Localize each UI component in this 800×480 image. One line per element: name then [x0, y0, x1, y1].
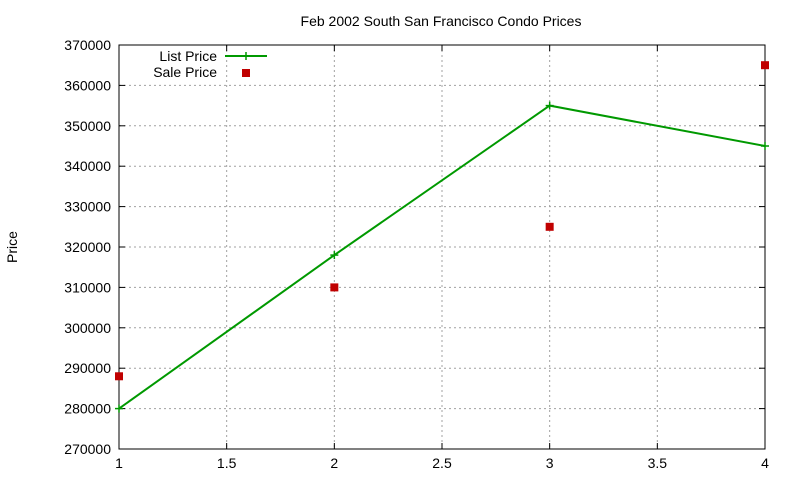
list-price-point — [761, 142, 769, 150]
y-tick-label: 310000 — [64, 279, 111, 295]
sale-price-point — [330, 283, 339, 292]
chart-title: Feb 2002 South San Francisco Condo Price… — [301, 13, 582, 29]
y-tick-label: 330000 — [64, 199, 111, 215]
y-tick-label: 300000 — [64, 320, 111, 336]
legend-label: Sale Price — [153, 64, 217, 80]
sale-price-point — [545, 222, 554, 231]
list-price-point — [545, 101, 554, 110]
y-tick-label: 270000 — [64, 441, 111, 457]
y-tick-label: 350000 — [64, 118, 111, 134]
legend-swatch-marker — [242, 69, 250, 77]
list-price-point — [330, 251, 339, 260]
x-tick-label: 2 — [330, 455, 338, 471]
x-tick-label: 4 — [761, 455, 769, 471]
y-tick-label: 370000 — [64, 37, 111, 53]
x-tick-label: 3.5 — [648, 455, 668, 471]
sale-price-point — [115, 372, 123, 381]
list-price-line — [118, 104, 766, 410]
y-tick-label: 340000 — [64, 158, 111, 174]
series-layer — [115, 61, 769, 413]
y-tick-label: 290000 — [64, 360, 111, 376]
grid — [119, 45, 765, 449]
axis-ticks: 270000 280000 290000 300000 310000 320000 3300… — [64, 37, 769, 471]
x-tick-label: 2.5 — [432, 455, 452, 471]
list-price-point — [115, 404, 123, 413]
sale-price-point — [761, 61, 769, 70]
x-tick-label: 3 — [546, 455, 554, 471]
y-tick-label: 360000 — [64, 77, 111, 93]
x-tick-label: 1.5 — [217, 455, 237, 471]
y-tick-label: 280000 — [64, 401, 111, 417]
plot-frame — [118, 44, 766, 450]
legend-swatch-marker — [242, 52, 250, 60]
y-axis-label: Price — [4, 231, 20, 263]
x-tick-label: 1 — [115, 455, 123, 471]
y-tick-label: 320000 — [64, 239, 111, 255]
legend-label: List Price — [159, 48, 217, 64]
